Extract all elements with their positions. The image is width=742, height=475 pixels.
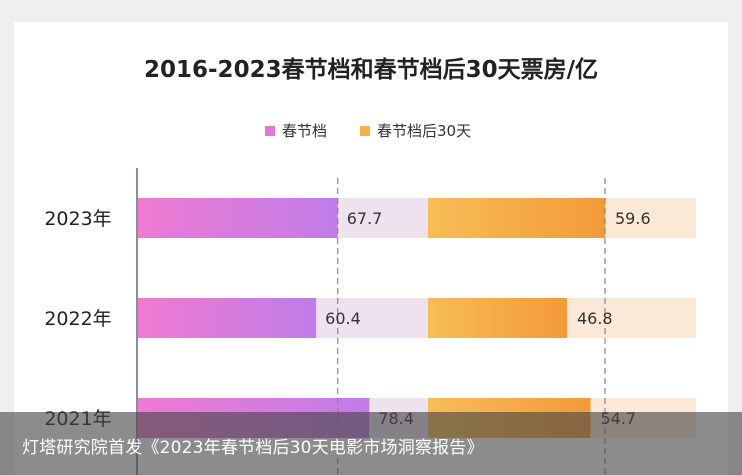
- legend-swatch-1: [360, 126, 370, 136]
- bar-0-1: [428, 198, 606, 238]
- bar-0-0: [138, 198, 338, 238]
- data-label-0-0: 67.7: [347, 209, 383, 228]
- legend-swatch-0: [265, 126, 275, 136]
- category-labels: 2023年2022年2021年: [44, 208, 111, 430]
- chart-title: 2016-2023春节档和春节档后30天票房/亿: [144, 56, 598, 83]
- bar-1-0: [138, 298, 317, 338]
- bar-1-1: [428, 298, 567, 338]
- category-label-1: 2022年: [44, 308, 111, 330]
- caption-bar: [0, 412, 742, 475]
- legend: 春节档 春节档后30天: [265, 122, 471, 140]
- category-label-0: 2023年: [44, 208, 111, 230]
- legend-label-1: 春节档后30天: [377, 122, 471, 140]
- legend-label-0: 春节档: [282, 122, 327, 140]
- data-label-0-1: 59.6: [615, 209, 651, 228]
- data-label-1-1: 46.8: [577, 309, 613, 328]
- data-label-1-0: 60.4: [325, 309, 361, 328]
- image-caption: 灯塔研究院首发《2023年春节档后30天电影市场洞察报告》: [22, 438, 484, 458]
